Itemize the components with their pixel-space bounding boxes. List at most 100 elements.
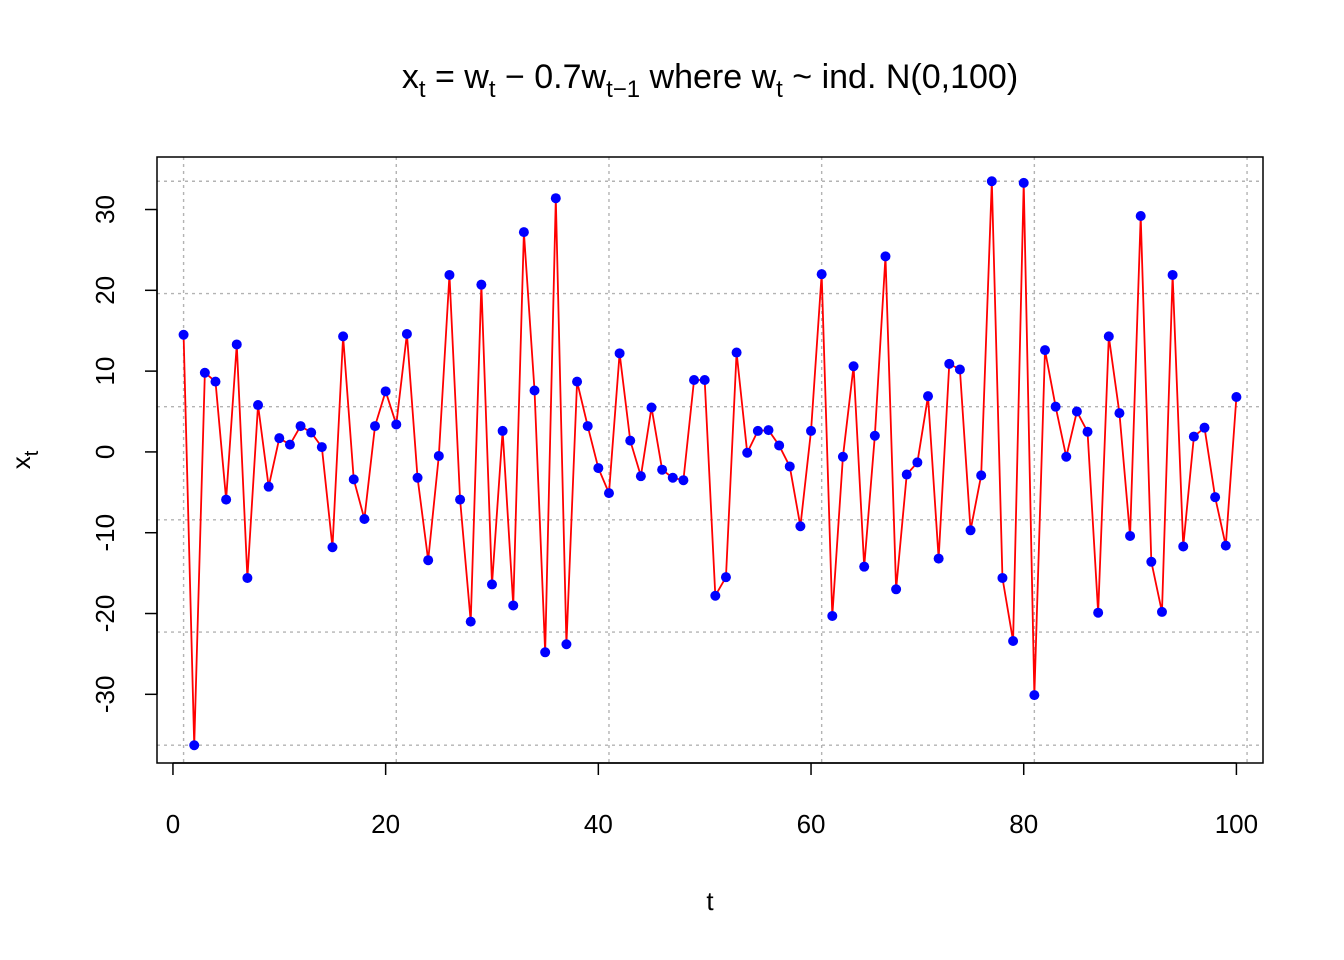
data-point — [827, 610, 838, 621]
data-point — [752, 425, 763, 436]
data-point — [550, 193, 561, 204]
data-point — [784, 461, 795, 472]
data-point — [720, 572, 731, 583]
data-point — [1146, 556, 1157, 567]
data-point — [540, 647, 551, 658]
data-point — [976, 470, 987, 481]
x-tick-label: 20 — [371, 809, 400, 839]
data-point — [572, 376, 583, 387]
data-point — [1082, 426, 1093, 437]
data-point — [699, 375, 710, 386]
data-point — [1071, 406, 1082, 417]
data-point — [1210, 492, 1221, 503]
data-point — [742, 447, 753, 458]
title-sub-wt1: t−1 — [606, 76, 640, 103]
data-point — [465, 616, 476, 627]
series-line — [182, 181, 1238, 746]
data-point — [199, 367, 210, 378]
data-point — [1188, 431, 1199, 442]
data-point — [859, 561, 870, 572]
data-point — [221, 494, 232, 505]
data-point — [189, 740, 200, 751]
data-point — [295, 421, 306, 432]
grid-lines — [157, 157, 1263, 763]
x-tick-label: 40 — [584, 809, 613, 839]
data-point — [795, 521, 806, 532]
data-point — [433, 450, 444, 461]
y-tick-label: -10 — [90, 514, 120, 552]
data-point — [625, 435, 636, 446]
data-point — [912, 457, 923, 468]
data-point — [731, 347, 742, 358]
data-point — [582, 421, 593, 432]
data-point — [1061, 451, 1072, 462]
data-point — [593, 463, 604, 474]
data-point — [816, 269, 827, 280]
data-point — [348, 474, 359, 485]
data-point — [178, 329, 189, 340]
data-point — [274, 433, 285, 444]
y-tick-label: 10 — [90, 357, 120, 386]
data-point — [1220, 540, 1231, 551]
y-axis-label: xt — [6, 450, 43, 469]
data-point — [657, 464, 668, 475]
data-point — [986, 176, 997, 187]
data-point — [880, 251, 891, 262]
data-point — [869, 430, 880, 441]
data-point — [380, 386, 391, 397]
data-point — [678, 475, 689, 486]
data-point — [529, 385, 540, 396]
data-point — [476, 279, 487, 290]
data-point — [1125, 530, 1136, 541]
data-point — [635, 471, 646, 482]
data-point — [306, 427, 317, 438]
data-point — [1156, 606, 1167, 617]
data-point — [1018, 177, 1029, 188]
data-point — [316, 442, 327, 453]
x-tick-label: 80 — [1009, 809, 1038, 839]
data-point — [954, 364, 965, 375]
chart-title: xt = wt − 0.7wt−1 where wt ~ ind. N(0,10… — [402, 58, 1018, 103]
data-point — [1199, 422, 1210, 433]
data-point — [1050, 401, 1061, 412]
data-point — [774, 440, 785, 451]
data-point — [284, 439, 295, 450]
data-point — [848, 361, 859, 372]
data-point — [253, 400, 264, 411]
data-point — [444, 269, 455, 280]
title-sub-wt: t — [489, 76, 496, 103]
data-point — [646, 402, 657, 413]
y-tick-label: -30 — [90, 676, 120, 714]
data-point — [837, 451, 848, 462]
data-point — [806, 425, 817, 436]
y-tick-label: -20 — [90, 595, 120, 633]
data-point — [997, 572, 1008, 583]
y-tick-label: 30 — [90, 195, 120, 224]
x-axis-label: t — [706, 886, 714, 916]
data-point — [667, 472, 678, 483]
data-point — [1231, 391, 1242, 402]
x-tick-label: 0 — [166, 809, 180, 839]
data-point — [508, 600, 519, 611]
data-point — [231, 339, 242, 350]
data-point — [370, 421, 381, 432]
title-sub-xt: t — [419, 76, 426, 103]
data-point — [391, 419, 402, 430]
data-point — [710, 590, 721, 601]
data-point — [263, 481, 274, 492]
data-point — [210, 376, 221, 387]
data-point — [1039, 345, 1050, 356]
data-point — [901, 469, 912, 480]
axes: 0 20 40 60 80 100 -30 -20 -10 0 10 20 30 — [90, 195, 1258, 839]
x-tick-label: 100 — [1215, 809, 1258, 839]
y-tick-label: 20 — [90, 276, 120, 305]
data-point — [933, 553, 944, 564]
data-point — [423, 555, 434, 566]
data-point — [497, 425, 508, 436]
data-point — [1167, 269, 1178, 280]
data-point — [891, 584, 902, 595]
data-point — [486, 579, 497, 590]
data-point — [1029, 690, 1040, 701]
data-point — [338, 331, 349, 342]
